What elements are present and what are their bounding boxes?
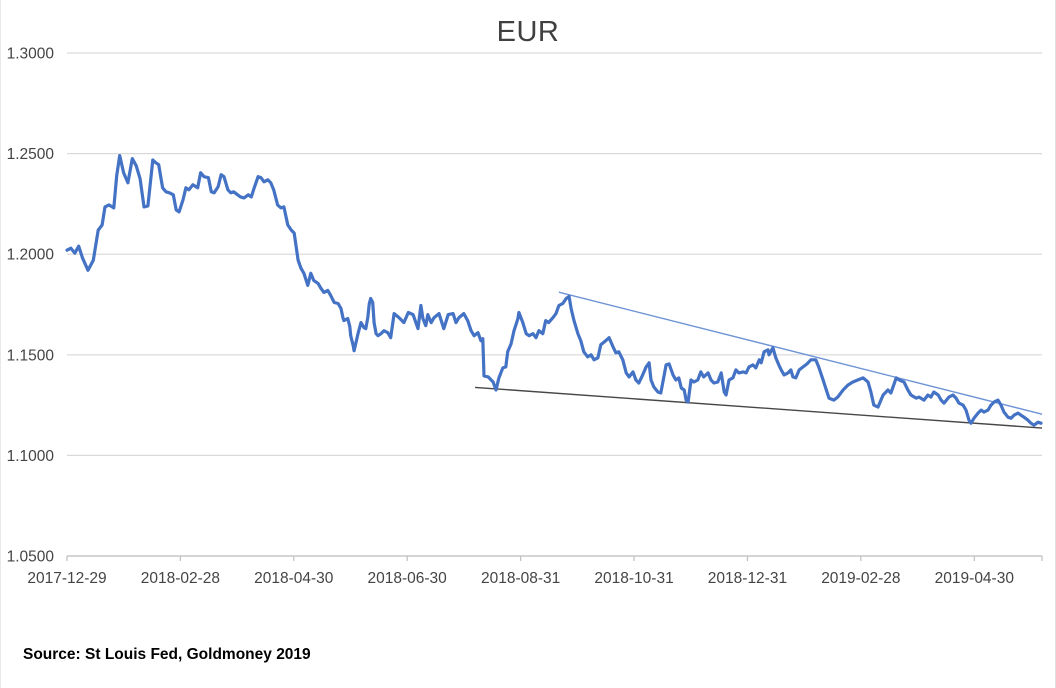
x-axis-label: 2018-10-31 [594, 570, 673, 587]
y-axis-label: 1.0500 [7, 549, 55, 566]
x-axis-label: 2019-02-28 [821, 570, 900, 587]
y-axis-label: 1.2500 [7, 146, 55, 163]
x-axis-label: 2018-08-31 [481, 570, 560, 587]
eur-series-line [65, 154, 1043, 427]
chart-title: EUR [496, 16, 560, 48]
x-axis-label: 2018-02-28 [141, 570, 220, 587]
source-note: Source: St Louis Fed, Goldmoney 2019 [23, 646, 311, 663]
x-axis-label: 2018-12-31 [708, 570, 787, 587]
resistance-trendline [558, 291, 1043, 415]
y-axis-label: 1.2000 [7, 247, 55, 264]
x-axis-label: 2018-04-30 [254, 570, 334, 587]
x-axis-label: 2019-04-30 [935, 570, 1015, 587]
x-axis-label: 2017-12-29 [27, 570, 106, 587]
support-trendline [474, 386, 1043, 429]
y-axis-label: 1.1000 [7, 448, 55, 465]
y-axis-label: 1.3000 [7, 46, 55, 63]
x-axis-label: 2018-06-30 [368, 570, 448, 587]
y-axis-label: 1.1500 [7, 347, 55, 364]
